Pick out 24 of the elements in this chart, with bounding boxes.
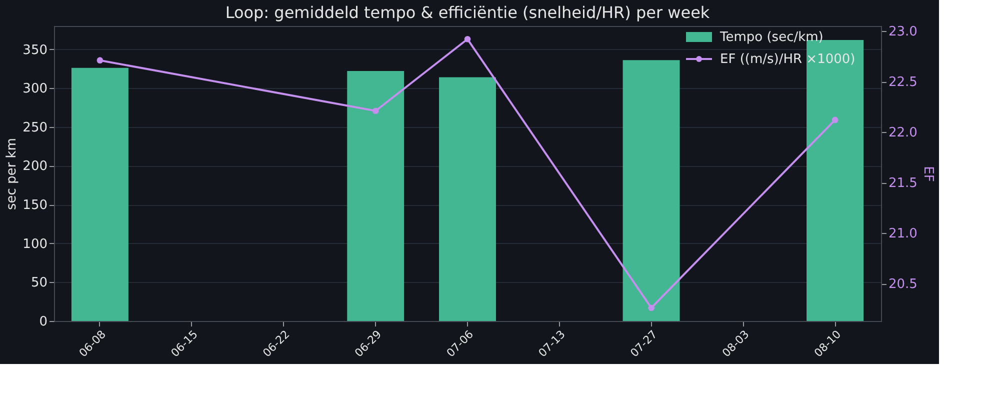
y2-tick-label: 20.5 (888, 277, 918, 292)
y-tick-label: 100 (22, 236, 48, 252)
point (372, 108, 379, 114)
y2-tick-label: 22.5 (888, 75, 918, 90)
y-tick-label: 200 (22, 159, 48, 174)
legend-label: Tempo (sec/km) (719, 30, 824, 45)
y-tick-label: 350 (22, 42, 48, 58)
y-tick-label: 150 (22, 198, 48, 214)
y2-tick-label: 23.0 (888, 24, 918, 40)
y2-axis-title: EF (920, 166, 936, 182)
y-axis-title: sec per km (4, 138, 20, 210)
y-tick-label: 0 (39, 314, 48, 330)
y2-tick-label: 21.5 (888, 176, 918, 192)
legend-label: EF ((m/s)/HR ×1000) (720, 52, 856, 67)
point (648, 304, 654, 312)
y-tick-label: 250 (22, 120, 48, 136)
y-tick-label: 50 (30, 276, 48, 291)
y2-tick-label: 21.0 (888, 226, 918, 242)
point (832, 116, 838, 124)
point (464, 36, 471, 42)
point (96, 57, 104, 64)
y-tick-label: 300 (22, 82, 48, 97)
chart-title: Loop: gemiddeld tempo & efficiëntie (snelheid/HR) per week (225, 3, 710, 22)
y2-tick-label: 22.0 (888, 126, 918, 141)
